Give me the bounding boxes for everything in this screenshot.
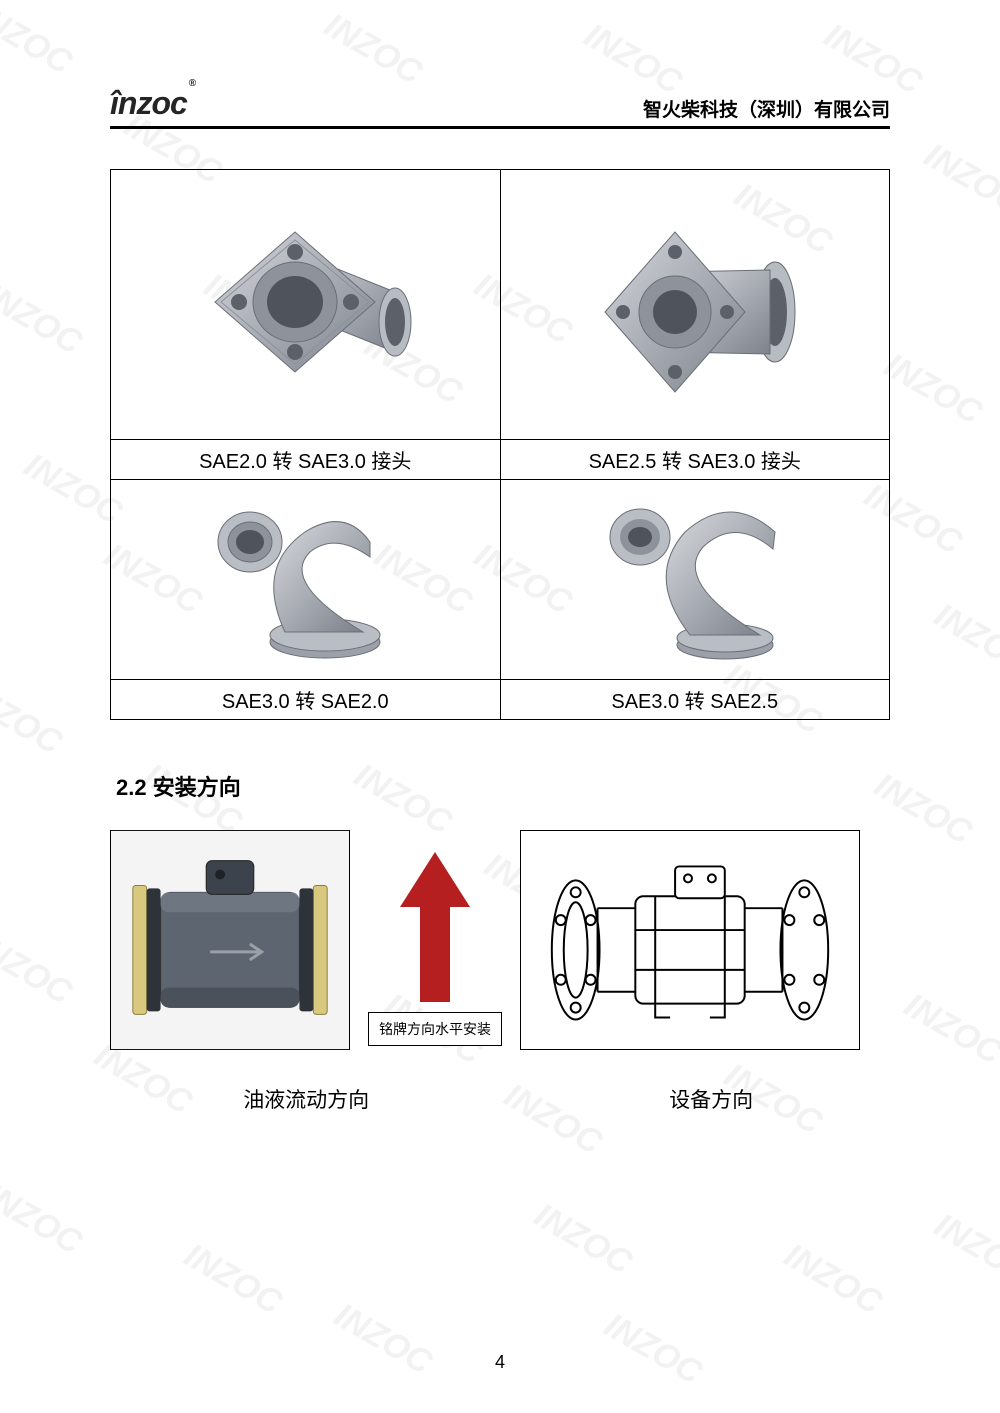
logo-registered: ®: [189, 78, 195, 89]
flange-adapter-icon: [565, 192, 825, 412]
product-image-cell: [111, 170, 501, 440]
elbow-fitting-icon: [195, 487, 415, 667]
caption-device-direction: 设备方向: [532, 1084, 890, 1114]
up-arrow-icon: [400, 852, 470, 1002]
section-heading: 2.2 安装方向: [116, 770, 890, 802]
sensor-line-drawing-icon: [521, 830, 859, 1050]
logo-text: înzoc: [110, 85, 187, 121]
page-content: înzoc® 智火柴科技（深圳）有限公司: [0, 0, 1000, 1413]
product-image-cell: [111, 480, 501, 680]
sensor-photo-icon: [111, 830, 349, 1050]
product-image-cell: [500, 480, 890, 680]
product-image-cell: [500, 170, 890, 440]
company-name: 智火柴科技（深圳）有限公司: [643, 95, 890, 122]
logo: înzoc®: [110, 85, 193, 122]
direction-arrow-column: 铭牌方向水平安装: [350, 830, 520, 1050]
product-label: SAE3.0 转 SAE2.5: [500, 680, 890, 720]
page-number: 4: [0, 1352, 1000, 1373]
product-label: SAE3.0 转 SAE2.0: [111, 680, 501, 720]
sensor-drawing: [520, 830, 860, 1050]
elbow-fitting-icon: [585, 487, 805, 667]
product-label: SAE2.5 转 SAE3.0 接头: [500, 440, 890, 480]
page-header: înzoc® 智火柴科技（深圳）有限公司: [110, 85, 890, 129]
product-table: SAE2.0 转 SAE3.0 接头 SAE2.5 转 SAE3.0 接头: [110, 169, 890, 720]
caption-flow-direction: 油液流动方向: [110, 1084, 502, 1114]
sensor-photo: [110, 830, 350, 1050]
install-captions: 油液流动方向 设备方向: [110, 1084, 890, 1114]
install-direction-row: 铭牌方向水平安装: [110, 830, 890, 1050]
flange-adapter-icon: [175, 192, 435, 412]
arrow-label: 铭牌方向水平安装: [368, 1012, 502, 1046]
product-label: SAE2.0 转 SAE3.0 接头: [111, 440, 501, 480]
